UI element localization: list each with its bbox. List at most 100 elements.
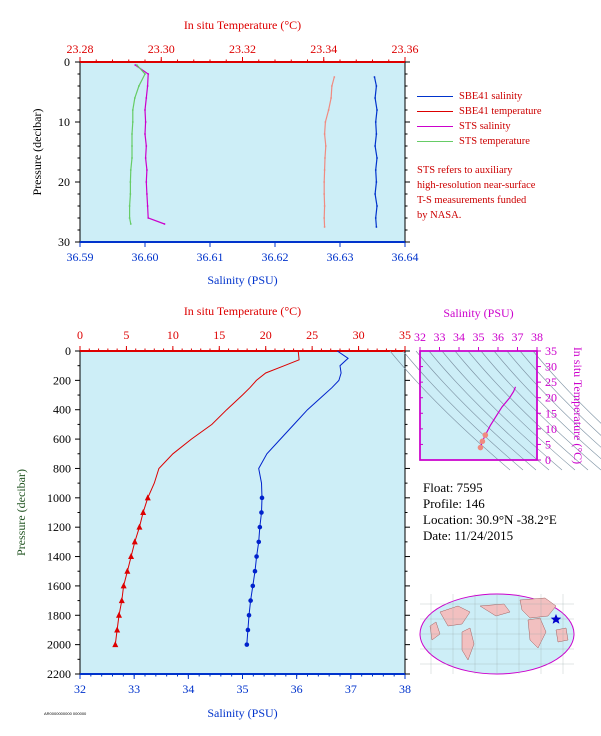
y-axis-tick-label: 1600 (47, 579, 71, 593)
legend-item: STS salinity (417, 119, 542, 134)
salinity-marker (244, 642, 250, 647)
ts-right-tick-label: 15 (545, 406, 557, 420)
data-point (135, 64, 138, 66)
data-point (146, 169, 148, 171)
note-line: T-S measurements funded (417, 195, 527, 206)
top-axis-tick-label: 23.34 (310, 42, 337, 56)
ts-right-tick-label: 35 (545, 344, 557, 358)
data-point (131, 121, 134, 123)
density-contours (389, 350, 601, 471)
density-contour (493, 350, 601, 460)
y-axis-tick-label: 1000 (47, 491, 71, 505)
salinity-marker (245, 627, 251, 633)
ts-right-tick-label: 25 (545, 375, 557, 389)
sts-note: STS refers to auxiliary high-resolution … (417, 163, 577, 223)
ts-top-tick-label: 37 (512, 330, 524, 344)
top-axis-tick-label: 30 (353, 328, 365, 342)
data-point (146, 85, 149, 87)
data-point (374, 217, 377, 219)
data-point (144, 109, 146, 111)
data-point (138, 85, 140, 87)
ts-right-tick-label: 0 (545, 453, 551, 467)
bottom-axis-tick-label: 33 (128, 682, 140, 696)
continent (461, 627, 475, 661)
ts-top-tick-label: 36 (492, 330, 504, 344)
footer-code: AR0000000000 000000 (44, 711, 87, 716)
temperature-marker (140, 509, 147, 515)
legend-label: STS salinity (459, 121, 511, 132)
data-point (145, 181, 148, 183)
bottom-axis-tick-label: 36.60 (132, 250, 159, 264)
legend: SBE41 salinity SBE41 temperature STS sal… (417, 89, 542, 149)
ts-deep-marker (477, 444, 484, 451)
top-axis-tick-label: 23.36 (392, 42, 419, 56)
data-point (145, 97, 148, 99)
data-point (327, 109, 330, 111)
data-point (129, 181, 132, 183)
temperature-marker (131, 538, 138, 545)
data-point (373, 76, 376, 78)
data-point (128, 205, 131, 207)
legend-swatch (417, 141, 453, 142)
top-axis-tick-label: 5 (123, 328, 129, 342)
salinity-marker (248, 598, 253, 603)
y-axis-tick-label: 1400 (47, 550, 71, 564)
data-point (128, 217, 131, 219)
bottom-axis-tick-label: 36 (291, 682, 303, 696)
data-point (324, 157, 326, 159)
top-axis-tick-label: 25 (306, 328, 318, 342)
ts-right-tick-label: 10 (545, 422, 557, 436)
legend-label: SBE41 salinity (459, 91, 523, 102)
continent (519, 597, 557, 619)
ts-top-tick-label: 38 (531, 330, 543, 344)
date: Date: 11/24/2015 (423, 528, 514, 543)
bottom-axis-tick-label: 35 (237, 682, 249, 696)
legend-item: SBE41 temperature (417, 104, 542, 119)
ts-top-tick-label: 33 (434, 330, 446, 344)
density-contour (454, 350, 576, 471)
y-axis-tick-label: 2000 (47, 638, 71, 652)
data-point (146, 193, 148, 195)
bottom-axis-tick-label: 36.62 (262, 250, 289, 264)
note-line: by NASA. (417, 210, 462, 221)
data-point (376, 157, 378, 159)
legend-label: STS temperature (459, 136, 530, 147)
density-contour (480, 350, 601, 471)
salinity-marker (250, 583, 256, 589)
location: Location: 30.9°N -38.2°E (423, 512, 557, 527)
y-axis-tick-label: 1200 (47, 520, 71, 534)
salinity-marker (259, 510, 264, 515)
profile-number: Profile: 146 (423, 496, 485, 511)
density-contour (506, 350, 601, 448)
top-axis-tick-label: 23.28 (67, 42, 94, 56)
data-point (375, 133, 378, 135)
bottom-axis-tick-label: 34 (182, 682, 194, 696)
y-axis-tick-label: 800 (53, 461, 71, 475)
plot-area-main (79, 350, 406, 675)
top-axis-tick-label: 10 (167, 328, 179, 342)
top-axis-tick-label: 23.32 (229, 42, 256, 56)
data-point (374, 193, 376, 195)
top-axis-tick-label: 35 (399, 328, 411, 342)
ts-right-tick-label: 30 (545, 360, 557, 374)
bottom-axis-title: Salinity (PSU) (207, 273, 277, 287)
world-map-land (429, 597, 569, 661)
density-contour (519, 350, 601, 436)
y-axis-tick-label: 400 (53, 403, 71, 417)
data-point (324, 121, 327, 123)
note-line: STS refers to auxiliary (417, 165, 513, 176)
ts-top-axis-title: Salinity (PSU) (443, 306, 513, 320)
bottom-axis-tick-label: 36.61 (197, 250, 224, 264)
temperature-marker (112, 641, 119, 648)
data-point (333, 76, 336, 78)
series-line (246, 350, 349, 645)
data-point (163, 223, 166, 225)
y-axis-title: Pressure (decibar) (30, 109, 44, 196)
data-point (131, 133, 133, 135)
bottom-axis-tick-label: 36.63 (327, 250, 354, 264)
data-point (330, 85, 333, 87)
data-point (374, 97, 376, 99)
y-axis-tick-label: 2200 (47, 667, 71, 681)
data-point (323, 169, 326, 171)
legend-swatch (417, 111, 453, 112)
